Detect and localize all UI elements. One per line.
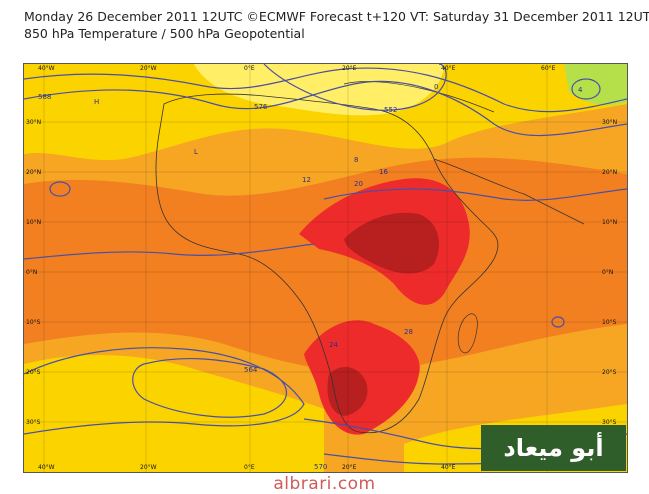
contour-closed-low: [551, 316, 565, 328]
contour-label: 20: [354, 180, 363, 188]
lat-label-right: 0°N: [602, 269, 614, 276]
contour-line: [24, 243, 315, 260]
contour-line: [24, 80, 627, 137]
field-description: 850 hPa Temperature / 500 hPa Geopotenti…: [24, 26, 305, 41]
temperature-field-light-north: [194, 64, 444, 116]
contour-label: 0: [434, 83, 438, 91]
contour-label: 570: [314, 463, 327, 471]
lat-label-left: 20°N: [26, 169, 42, 176]
lon-label-bottom: 20°W: [140, 464, 157, 471]
madagascar-coastline: [457, 313, 478, 354]
lat-label-left: 20°S: [26, 369, 41, 376]
pressure-low-label: L: [194, 148, 198, 156]
lat-lon-grid: [24, 64, 627, 472]
lat-label-left: 10°N: [26, 219, 42, 226]
contour-line: [24, 347, 305, 435]
contour-label: 12: [302, 176, 311, 184]
map-canvas: 588 0 576 8 12 16 20 24 28 4 552 564 570…: [24, 64, 627, 472]
lon-label-top: 20°E: [342, 65, 357, 72]
lon-label-top: 60°E: [541, 65, 556, 72]
lat-label-left: 30°N: [26, 119, 42, 126]
lat-label-right: 20°S: [602, 369, 617, 376]
forecast-map: 588 0 576 8 12 16 20 24 28 4 552 564 570…: [23, 63, 628, 473]
map-header: Monday 26 December 2011 12UTC ©ECMWF For…: [24, 8, 649, 42]
contour-line: [323, 188, 627, 201]
temperature-field-orange-belt: [24, 157, 627, 373]
site-url: albrari.com: [273, 474, 376, 494]
temperature-field-yellow-south: [24, 354, 324, 472]
pressure-high-label: H: [94, 98, 99, 106]
contour-line: [263, 64, 447, 111]
forecast-title: Monday 26 December 2011 12UTC ©ECMWF For…: [24, 9, 649, 24]
contour-label: 8: [354, 156, 358, 164]
africa-coastline: [155, 93, 499, 434]
contour-label: 16: [379, 168, 388, 176]
lat-label-left: 10°S: [26, 319, 41, 326]
contour-label: 588: [38, 93, 51, 101]
contour-labels: 588 0 576 8 12 16 20 24 28 4 552 564 570…: [38, 83, 583, 471]
lat-label-right: 10°S: [602, 319, 617, 326]
contour-line: [132, 357, 288, 418]
contour-label: 24: [329, 341, 338, 349]
contour-label: 552: [384, 106, 397, 114]
lon-label-top: 40°W: [38, 65, 55, 72]
lat-label-right: 30°N: [602, 119, 618, 126]
contour-label: 4: [578, 86, 583, 94]
contour-closed-low: [571, 78, 601, 100]
contour-label: 564: [244, 366, 258, 374]
lat-label-left: 0°N: [26, 269, 38, 276]
temperature-field-darkred-north: [344, 212, 439, 274]
lon-label-top: 20°W: [140, 65, 157, 72]
lon-label-bottom: 20°E: [342, 464, 357, 471]
contour-closed-low: [49, 181, 71, 197]
contour-label: 576: [254, 103, 268, 111]
lon-label-bottom: 0°E: [244, 464, 255, 471]
lon-label-bottom: 40°E: [441, 464, 456, 471]
contour-label: 28: [404, 328, 413, 336]
lat-label-right: 20°N: [602, 169, 618, 176]
lon-label-top: 0°E: [244, 65, 255, 72]
temperature-field-cool-patch: [564, 64, 627, 106]
lon-label-top: 40°E: [441, 65, 456, 72]
lon-label-bottom: 40°W: [38, 464, 55, 471]
mediterranean-coastline: [343, 81, 495, 113]
contour-line: [24, 67, 627, 113]
watermark-text: أبو ميعاد: [503, 434, 604, 462]
lat-label-left: 30°S: [26, 419, 41, 426]
arabia-coastline: [433, 158, 585, 225]
lat-label-right: 10°N: [602, 219, 618, 226]
watermark-logo: أبو ميعاد: [481, 425, 626, 471]
lat-label-right: 30°S: [602, 419, 617, 426]
